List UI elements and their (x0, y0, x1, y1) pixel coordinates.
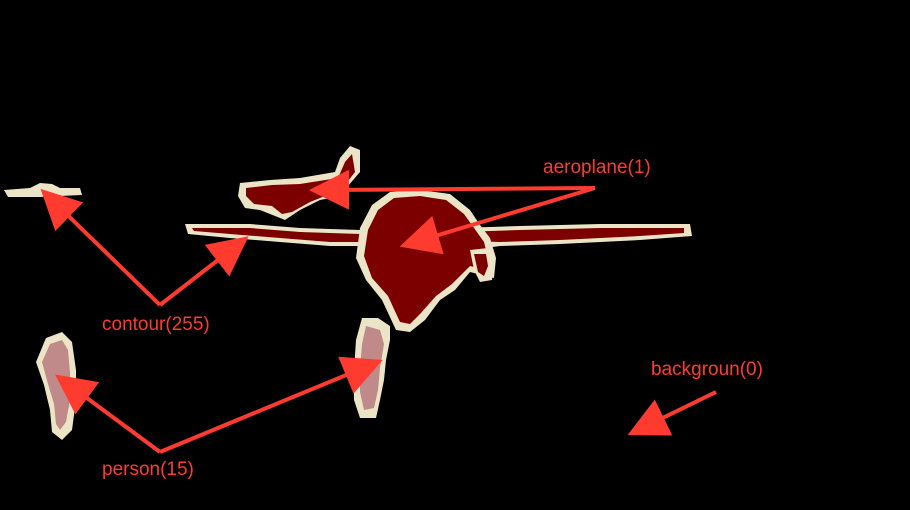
arrow-person-left (55, 374, 162, 454)
arrow-background (627, 390, 717, 436)
arrow-aeroplane-tail (309, 169, 596, 210)
label-contour: contour(255) (102, 314, 210, 335)
arrow-person-center (159, 356, 383, 454)
contour-fragment-left (4, 183, 82, 197)
label-person: person(15) (102, 459, 194, 480)
arrow-contour-left (40, 188, 162, 307)
label-aeroplane: aeroplane(1) (543, 157, 651, 178)
aeroplane-body (356, 190, 496, 332)
arrow-contour-wing (158, 236, 249, 307)
aeroplane-tail (238, 146, 360, 220)
annotation-arrows (40, 169, 717, 454)
label-background: backgroun(0) (651, 359, 763, 380)
arrow-aeroplane-body (399, 186, 596, 255)
